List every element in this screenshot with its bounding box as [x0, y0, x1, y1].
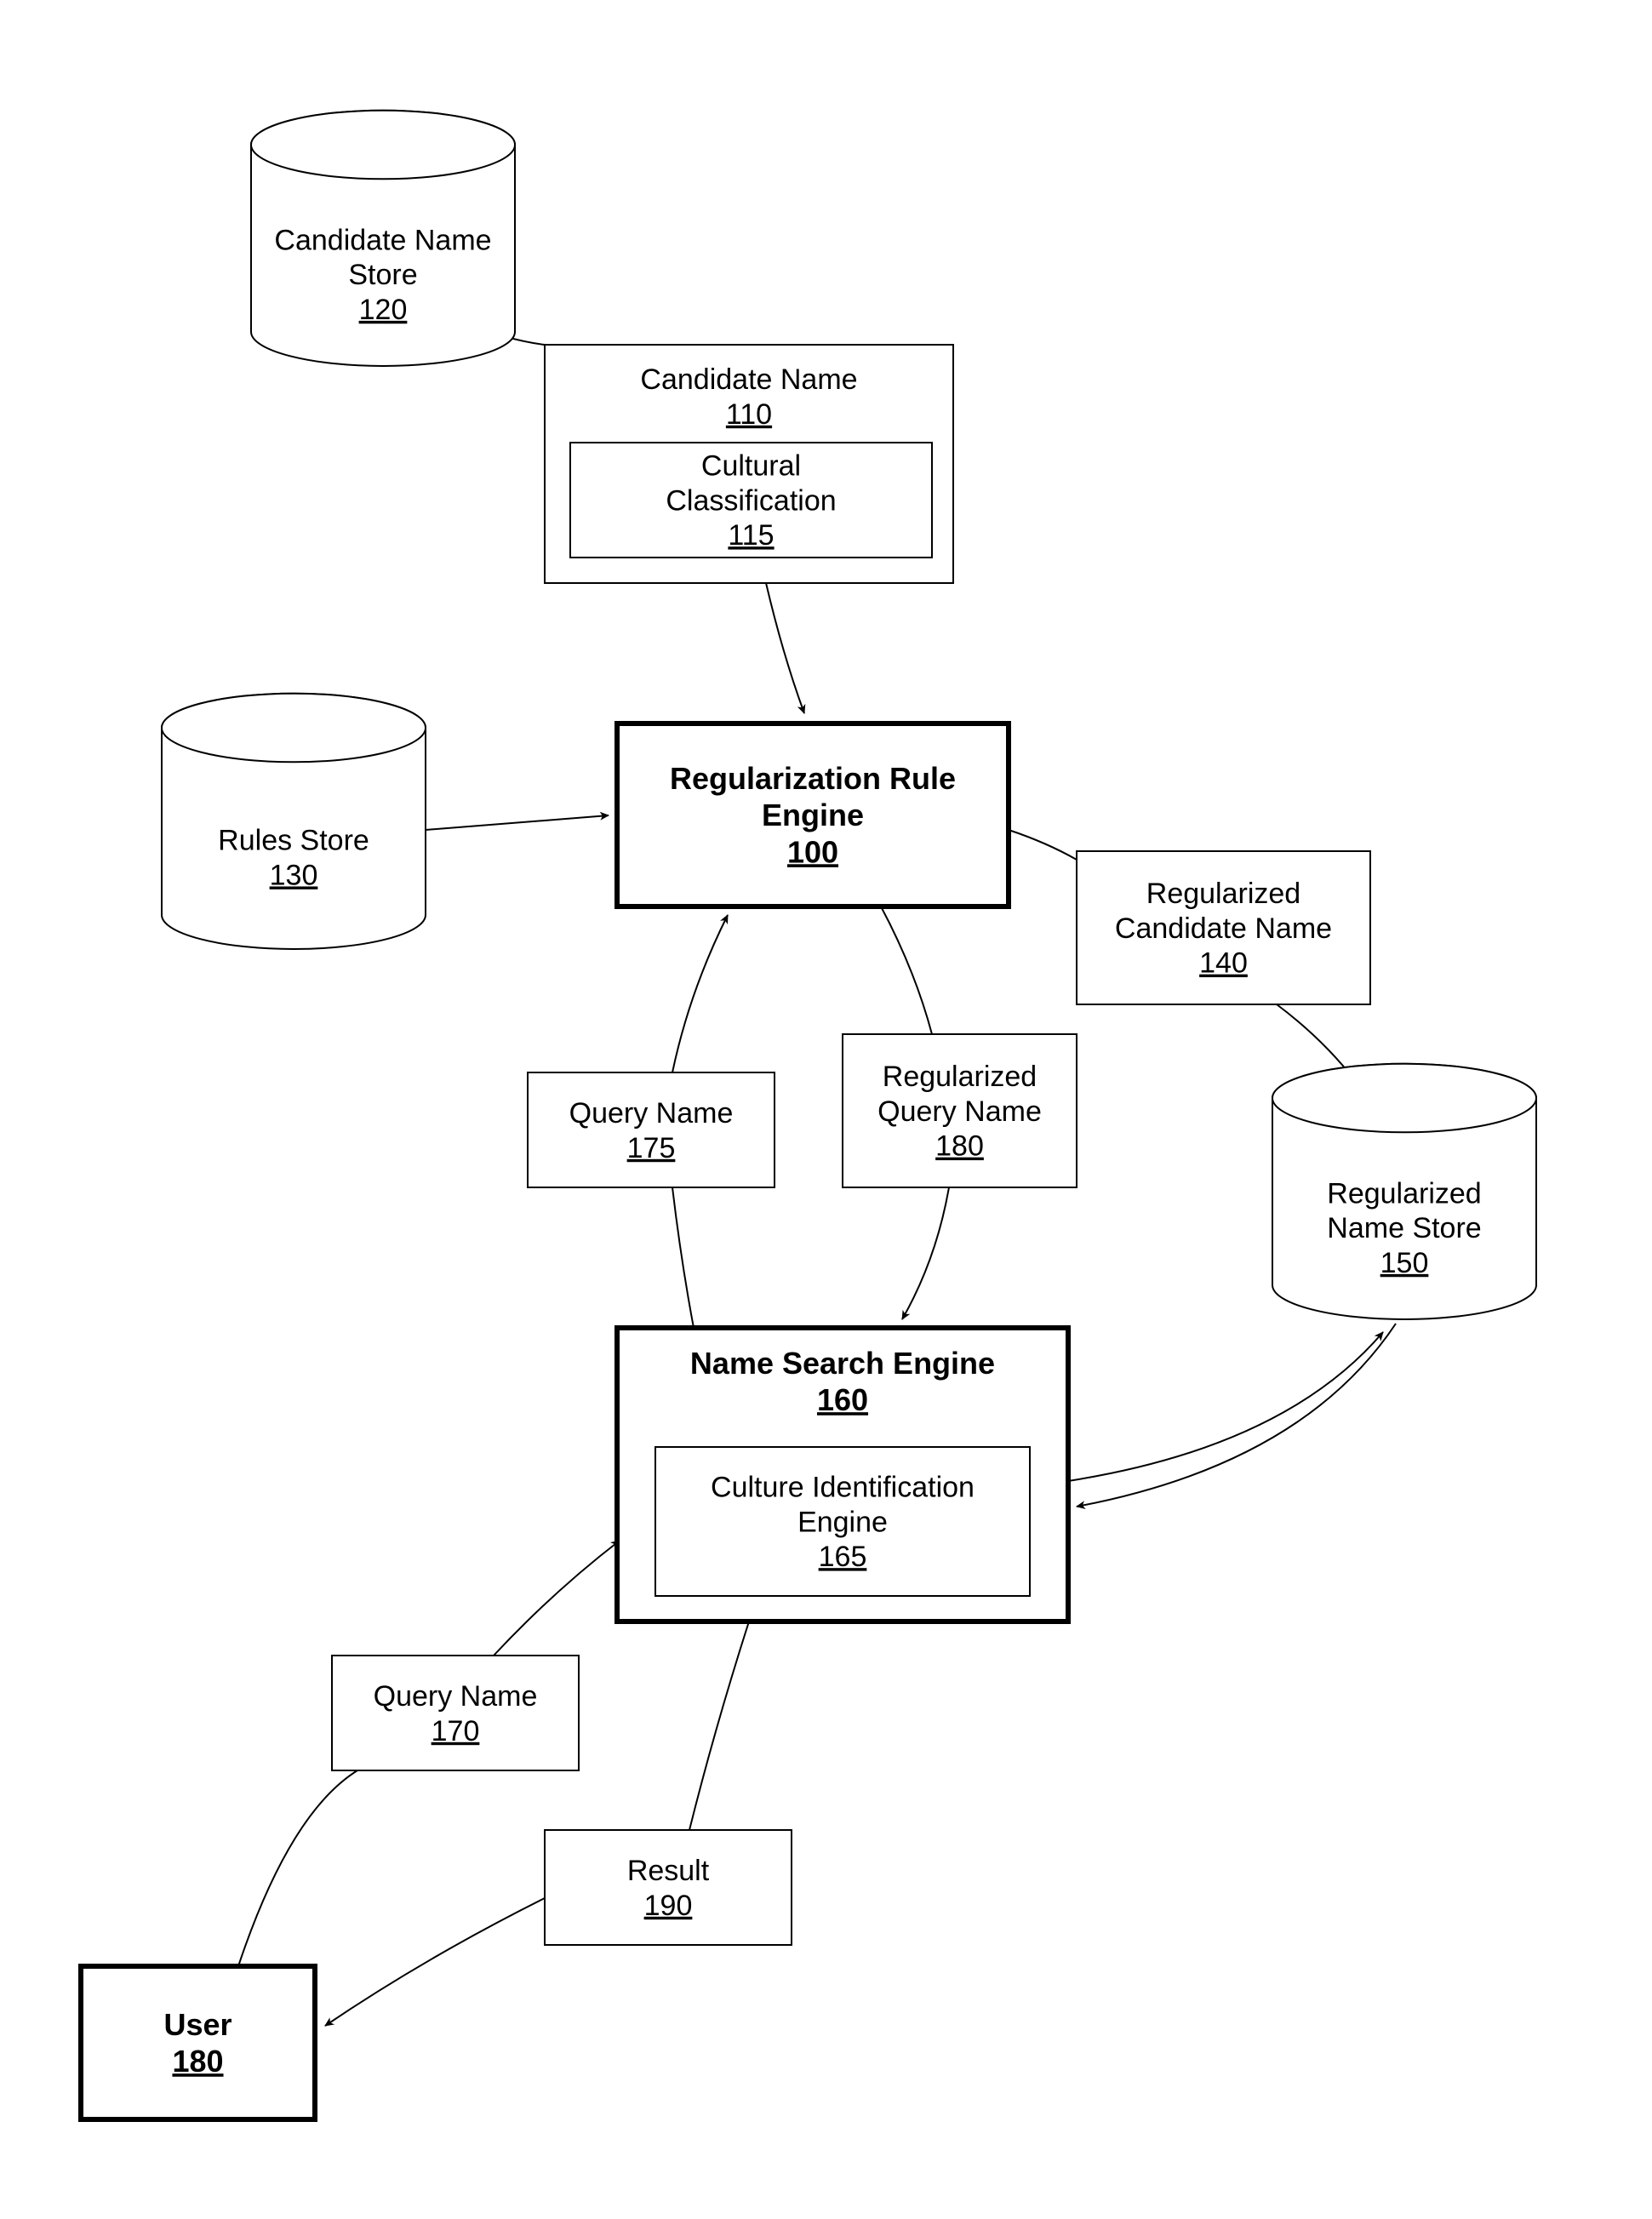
edge-name_search_engine-to-query_name_175 [672, 1187, 694, 1328]
edge-regularization_rule_engine-to-regularized_candidate_name [1009, 830, 1077, 860]
candidate_name_store: Candidate NameStore120 [251, 111, 515, 366]
edge-name_search_engine-to-result [689, 1621, 749, 1830]
system-diagram: Candidate NameStore120Candidate Name110C… [0, 0, 1652, 2219]
edge-candidate_name-to-regularization_rule_engine [766, 583, 804, 713]
edge-regularization_rule_engine-to-regularized_query_name [881, 906, 932, 1034]
user: User180 [81, 1966, 315, 2119]
edge-user-to-query_name_170 [238, 1770, 357, 1966]
query_name_170: Query Name170 [332, 1656, 579, 1770]
result: Result190 [545, 1830, 792, 1945]
rules_store: Rules Store130 [162, 694, 426, 949]
regularized_name_store: RegularizedName Store150 [1272, 1064, 1536, 1319]
regularized_candidate_name: RegularizedCandidate Name140 [1077, 851, 1370, 1004]
edge-query_name_175-to-regularization_rule_engine [672, 915, 728, 1072]
edge-result-to-user [325, 1898, 545, 2026]
edge-regularized_query_name-to-name_search_engine [902, 1187, 949, 1319]
name_search_engine: Name Search Engine160Culture Identificat… [617, 1328, 1068, 1621]
edge-query_name_170-to-name_search_engine [494, 1541, 620, 1656]
regularized_query_name: RegularizedQuery Name180 [843, 1034, 1077, 1187]
regularization_rule_engine: Regularization RuleEngine100 [617, 723, 1009, 906]
edge-name_search_engine-to-regularized_name_store [1068, 1332, 1383, 1481]
candidate_name: Candidate Name110CulturalClassification1… [545, 345, 953, 583]
query_name_175: Query Name175 [528, 1072, 775, 1187]
edge-rules_store-to-regularization_rule_engine [426, 815, 609, 830]
